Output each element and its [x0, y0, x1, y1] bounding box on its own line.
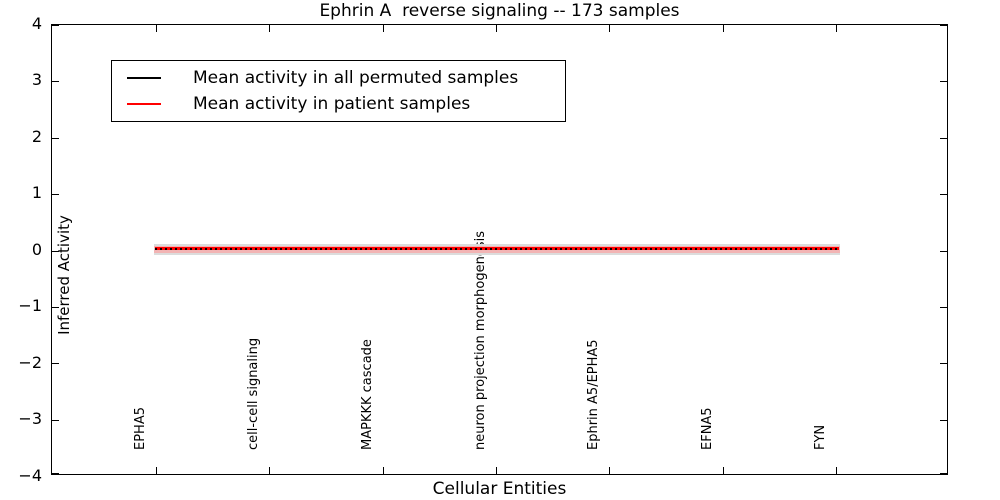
y-tick-label: −3: [18, 409, 42, 428]
plot-area: Inferred Activity EPHA5 cell-cell signal…: [51, 24, 948, 475]
axis-tick-mark: [382, 467, 384, 474]
legend-item-permuted: Mean activity in all permuted samples: [112, 66, 565, 90]
axis-tick-mark: [156, 467, 157, 474]
axis-tick-mark: [52, 419, 59, 421]
axis-tick-mark: [496, 467, 497, 474]
axis-tick-mark: [940, 419, 947, 421]
x-tick-label: neuron projection morphogenesis: [473, 231, 488, 450]
y-tick-label: 2: [31, 127, 42, 146]
y-tick-label: 0: [31, 240, 42, 259]
axis-tick-mark: [269, 467, 271, 474]
x-tick-label: Ephrin A5/EPHA5: [586, 339, 601, 450]
axis-tick-mark: [940, 473, 947, 474]
axis-tick-mark: [52, 137, 59, 139]
y-tick-label: 3: [31, 70, 42, 89]
y-axis-label: Inferred Activity: [55, 215, 73, 335]
y-tick-label: −2: [18, 353, 42, 372]
chart-title: Ephrin A reverse signaling -- 173 sample…: [319, 1, 680, 21]
axis-tick-mark: [52, 25, 59, 26]
axis-tick-mark: [52, 81, 59, 83]
axis-tick-mark: [609, 25, 611, 32]
y-tick-label: 1: [31, 183, 42, 202]
legend-label: Mean activity in all permuted samples: [193, 68, 519, 88]
axis-tick-mark: [52, 250, 59, 252]
axis-tick-mark: [940, 137, 947, 139]
axis-tick-mark: [940, 363, 947, 365]
axis-tick-mark: [609, 467, 611, 474]
axis-tick-mark: [52, 307, 59, 308]
axis-tick-mark: [836, 467, 837, 474]
legend-item-patient: Mean activity in patient samples: [112, 92, 565, 116]
axis-tick-mark: [940, 250, 947, 252]
axis-tick-mark: [269, 25, 271, 32]
axis-tick-mark: [382, 25, 384, 32]
axis-tick-mark: [52, 473, 59, 474]
axis-tick-mark: [940, 194, 947, 196]
mean-permuted-line: [155, 248, 839, 250]
axis-tick-mark: [722, 467, 724, 474]
axis-tick-mark: [940, 307, 947, 308]
legend-line-sample-black: [127, 77, 161, 79]
axis-tick-mark: [836, 25, 837, 32]
x-tick-label: cell-cell signaling: [246, 337, 261, 450]
axis-tick-mark: [940, 25, 947, 26]
legend: Mean activity in all permuted samples Me…: [111, 60, 566, 122]
axis-tick-mark: [722, 25, 724, 32]
axis-tick-mark: [52, 194, 59, 196]
x-tick-label: EPHA5: [133, 407, 148, 450]
axis-tick-mark: [940, 81, 947, 83]
y-tick-label: −1: [18, 296, 42, 315]
y-tick-label: −4: [18, 466, 42, 485]
axis-tick-mark: [52, 363, 59, 365]
x-axis-label: Cellular Entities: [432, 479, 567, 499]
x-tick-label: MAPKKK cascade: [360, 339, 375, 450]
legend-label: Mean activity in patient samples: [193, 94, 471, 114]
axis-tick-mark: [496, 25, 497, 32]
x-tick-label: EFNA5: [700, 407, 715, 450]
axis-tick-mark: [156, 25, 157, 32]
y-tick-label: 4: [31, 14, 42, 33]
legend-line-sample-red: [127, 103, 161, 105]
x-tick-label: FYN: [813, 424, 828, 450]
